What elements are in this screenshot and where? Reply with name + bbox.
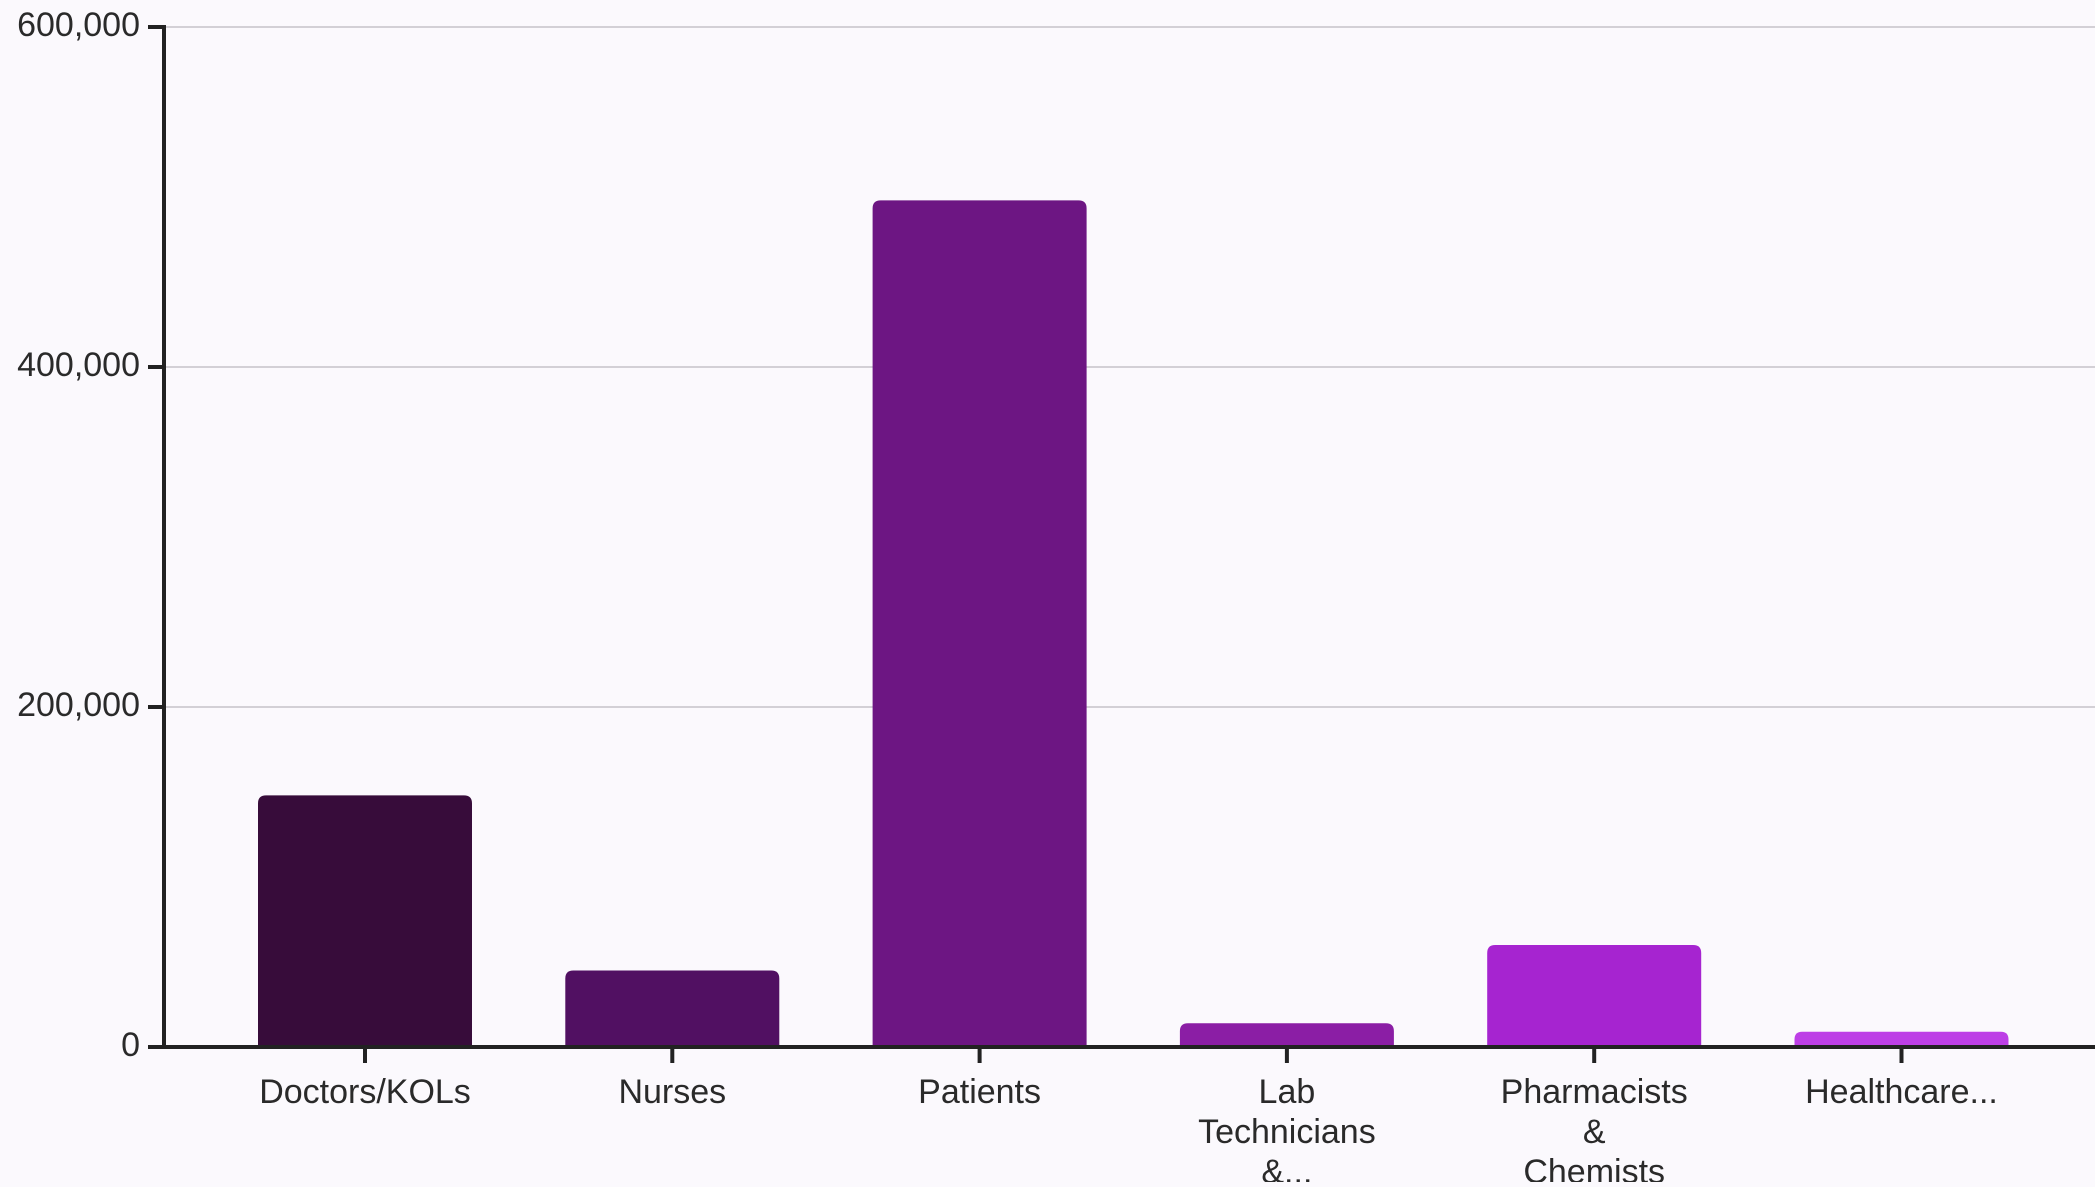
- x-tick-label: Healthcare...: [1805, 1073, 1998, 1111]
- bar: [1179, 1023, 1394, 1047]
- y-tick-label: 600,000: [17, 6, 140, 44]
- x-tick-label: Doctors/KOLs: [259, 1073, 471, 1111]
- y-tick-label: 0: [121, 1026, 140, 1064]
- x-tick-label: Technicians: [1198, 1113, 1376, 1151]
- gridlines: [164, 26, 2095, 708]
- x-tick-label: Nurses: [618, 1073, 726, 1111]
- y-tick-label: 400,000: [17, 346, 140, 384]
- x-tick-label: &: [1583, 1113, 1606, 1151]
- x-tick-label: &...: [1261, 1153, 1312, 1182]
- x-tick-label: Chemists: [1523, 1153, 1665, 1182]
- bar: [565, 970, 780, 1047]
- bar: [1487, 945, 1702, 1047]
- axes: [148, 25, 2095, 1063]
- y-tick-label: 200,000: [17, 686, 140, 724]
- bar: [258, 795, 472, 1047]
- bar: [872, 200, 1087, 1047]
- x-tick-label: Pharmacists: [1501, 1073, 1688, 1111]
- bars: [258, 200, 2009, 1047]
- tick-labels: 0 200,000 400,000 600,000 Doctors/KOLs Nurses…: [17, 6, 1998, 1187]
- bar: [1794, 1031, 2009, 1047]
- x-tick-label: Lab: [1259, 1073, 1316, 1111]
- x-tick-label: Patients: [918, 1073, 1041, 1111]
